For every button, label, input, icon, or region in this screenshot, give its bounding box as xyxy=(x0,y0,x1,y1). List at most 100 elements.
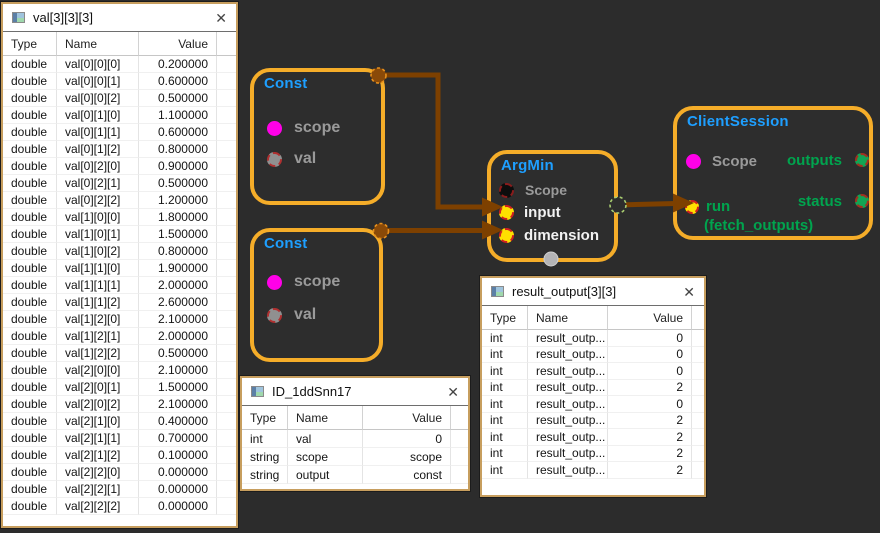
table-row[interactable]: double val[0][0][2] 0.500000 xyxy=(3,90,236,107)
table-cell xyxy=(692,462,704,479)
table-row[interactable]: double val[1][0][1] 1.500000 xyxy=(3,226,236,243)
node-const-1[interactable]: Const scope val xyxy=(250,68,385,205)
wire-argmin-to-clientsession-run[interactable] xyxy=(617,201,677,208)
table-cell xyxy=(217,481,236,498)
val-port-dot[interactable] xyxy=(267,151,282,167)
table-cell: double xyxy=(3,362,57,379)
table-cell xyxy=(217,73,236,90)
node-argmin[interactable]: ArgMin Scope input dimension xyxy=(487,150,618,262)
table-cell: val[0][0][2] xyxy=(57,90,139,107)
table-row[interactable]: double val[0][1][0] 1.100000 xyxy=(3,107,236,124)
node-clientsession[interactable]: ClientSession Scope run (fetch_outputs) … xyxy=(673,106,873,240)
table-cell: 1.200000 xyxy=(139,192,217,209)
wire-const1-to-argmin-input[interactable] xyxy=(378,72,486,210)
table-cell: double xyxy=(3,243,57,260)
table-row[interactable]: double val[2][1][0] 0.400000 xyxy=(3,413,236,430)
table-row[interactable]: double val[2][2][2] 0.000000 xyxy=(3,498,236,515)
table-row[interactable]: double val[0][0][1] 0.600000 xyxy=(3,73,236,90)
close-icon[interactable]: ✕ xyxy=(447,383,459,400)
window-titlebar[interactable]: ID_1ddSnn17 ✕ xyxy=(242,378,468,406)
table-cell xyxy=(217,226,236,243)
table-header-cell: Value xyxy=(608,306,692,330)
table-row[interactable]: double val[1][1][1] 2.000000 xyxy=(3,277,236,294)
table-row[interactable]: int result_outp... 0 xyxy=(482,330,704,347)
table-row[interactable]: int result_outp... 2 xyxy=(482,429,704,446)
table-row[interactable]: int result_outp... 2 xyxy=(482,462,704,479)
table-row[interactable]: double val[2][0][2] 2.100000 xyxy=(3,396,236,413)
table-cell: val[0][0][0] xyxy=(57,56,139,73)
scope-port-dot[interactable] xyxy=(499,182,514,198)
table-row[interactable]: double val[0][0][0] 0.200000 xyxy=(3,56,236,73)
table-header-cell: Type xyxy=(242,406,288,430)
table-cell: double xyxy=(3,379,57,396)
table-row[interactable]: double val[2][1][2] 0.100000 xyxy=(3,447,236,464)
table-row[interactable]: double val[0][2][0] 0.900000 xyxy=(3,158,236,175)
table-row[interactable]: double val[0][1][2] 0.800000 xyxy=(3,141,236,158)
table-cell: const xyxy=(363,466,451,484)
input-port-dot[interactable] xyxy=(499,204,514,220)
window-titlebar[interactable]: result_output[3][3] ✕ xyxy=(482,278,704,306)
table-cell xyxy=(217,90,236,107)
table-cell: 0.600000 xyxy=(139,73,217,90)
window-titlebar[interactable]: val[3][3][3] ✕ xyxy=(3,4,236,32)
table-row[interactable]: double val[2][2][1] 0.000000 xyxy=(3,481,236,498)
table-row[interactable]: double val[1][2][1] 2.000000 xyxy=(3,328,236,345)
table-cell xyxy=(217,243,236,260)
table-cell: val[2][2][2] xyxy=(57,498,139,515)
table-cell: string xyxy=(242,466,288,484)
outputs-port-label: outputs xyxy=(787,152,842,169)
table-cell: int xyxy=(482,379,528,396)
table-row[interactable]: int result_outp... 0 xyxy=(482,346,704,363)
table-cell: double xyxy=(3,294,57,311)
table-row[interactable]: int result_outp... 0 xyxy=(482,396,704,413)
table-row[interactable]: double val[1][2][0] 2.100000 xyxy=(3,311,236,328)
table-cell: double xyxy=(3,430,57,447)
table-row[interactable]: int result_outp... 2 xyxy=(482,412,704,429)
result-output-table: Type Name Value int result_outp... 0 int result… xyxy=(482,306,704,495)
table-row[interactable]: double val[2][1][1] 0.700000 xyxy=(3,430,236,447)
table-cell: result_outp... xyxy=(528,462,608,479)
const1-output-connector-dot[interactable] xyxy=(370,67,387,84)
node-title: Const xyxy=(264,75,308,92)
table-row[interactable]: int result_outp... 2 xyxy=(482,379,704,396)
table-cell: double xyxy=(3,73,57,90)
node-const-2[interactable]: Const scope val xyxy=(250,228,383,362)
argmin-bottom-port-dot[interactable] xyxy=(543,251,559,267)
const2-output-connector-dot[interactable] xyxy=(372,222,390,240)
close-icon[interactable]: ✕ xyxy=(683,283,695,300)
table-cell: 2 xyxy=(608,412,692,429)
table-row[interactable]: double val[2][2][0] 0.000000 xyxy=(3,464,236,481)
scope-port-dot[interactable] xyxy=(267,274,282,290)
table-row[interactable]: double val[1][0][2] 0.800000 xyxy=(3,243,236,260)
dimension-port-dot[interactable] xyxy=(499,227,514,243)
table-row[interactable]: double val[1][0][0] 1.800000 xyxy=(3,209,236,226)
table-row[interactable]: double val[1][2][2] 0.500000 xyxy=(3,345,236,362)
table-cell: 2 xyxy=(608,429,692,446)
table-row[interactable]: int val 0 xyxy=(242,430,468,448)
table-row[interactable]: int result_outp... 0 xyxy=(482,363,704,380)
table-row[interactable]: double val[1][1][2] 2.600000 xyxy=(3,294,236,311)
status-port-dot[interactable] xyxy=(855,194,869,208)
table-header-cell: Value xyxy=(139,32,217,56)
table-row[interactable]: double val[0][2][2] 1.200000 xyxy=(3,192,236,209)
table-row[interactable]: double val[2][0][0] 2.100000 xyxy=(3,362,236,379)
scope-port-dot[interactable] xyxy=(267,120,282,136)
table-cell: val[2][2][1] xyxy=(57,481,139,498)
table-row[interactable]: double val[1][1][0] 1.900000 xyxy=(3,260,236,277)
table-row[interactable]: string output const xyxy=(242,466,468,484)
close-icon[interactable]: ✕ xyxy=(215,9,227,26)
table-cell xyxy=(692,347,704,363)
argmin-output-port-dot[interactable] xyxy=(609,196,627,214)
table-row[interactable]: double val[0][1][1] 0.600000 xyxy=(3,124,236,141)
table-row[interactable]: int result_outp... 2 xyxy=(482,445,704,462)
val-port-dot[interactable] xyxy=(267,307,282,323)
scope-port-dot[interactable] xyxy=(686,153,701,169)
table-cell xyxy=(451,466,468,484)
table-row[interactable]: double val[2][0][1] 1.500000 xyxy=(3,379,236,396)
table-cell xyxy=(217,141,236,158)
table-cell: result_outp... xyxy=(528,412,608,429)
table-cell xyxy=(692,413,704,429)
outputs-port-dot[interactable] xyxy=(855,153,869,167)
table-row[interactable]: double val[0][2][1] 0.500000 xyxy=(3,175,236,192)
table-row[interactable]: string scope scope xyxy=(242,448,468,466)
